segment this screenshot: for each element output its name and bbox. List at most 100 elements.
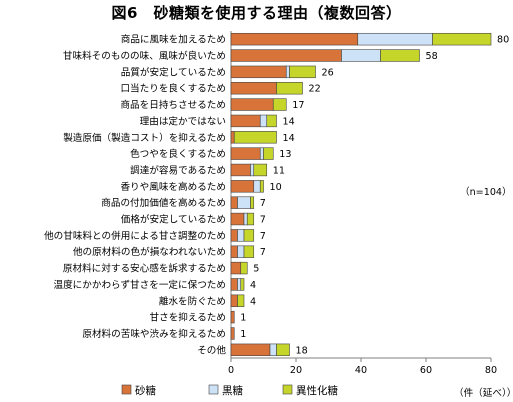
bar-total-label: 58 xyxy=(426,51,438,62)
bar-segment-2 xyxy=(237,278,242,291)
bar-segment-1 xyxy=(230,229,238,242)
bar-segment-1 xyxy=(230,82,277,95)
bar-segment-2 xyxy=(285,65,290,79)
bar-segment-3 xyxy=(259,180,264,193)
bar-segment-1 xyxy=(230,294,238,307)
category-label: 色つやを良くするため xyxy=(130,148,226,160)
bar-segment-3 xyxy=(253,163,268,177)
bar-segment-1 xyxy=(230,131,235,144)
bar-segment-3 xyxy=(289,65,316,79)
bar-segment-1 xyxy=(230,32,359,46)
category-label: 温度にかかわらず甘さを一定に保つため xyxy=(54,279,227,291)
category-label: 甘さを抑えるため xyxy=(150,312,226,324)
bar-segment-1 xyxy=(230,114,261,128)
legend-label: 異性化糖 xyxy=(296,384,338,397)
category-label: 価格が安定しているため xyxy=(121,214,226,226)
category-label: 原材料の苦味や渋みを抑えるため xyxy=(82,328,226,340)
category-label: 品質が安定しているため xyxy=(121,66,226,78)
bar-segment-1 xyxy=(230,65,287,79)
bar-segment-3 xyxy=(276,82,303,95)
bar-segment-1 xyxy=(230,343,271,357)
bar-segment-3 xyxy=(243,229,255,242)
bar-segment-1 xyxy=(230,327,235,340)
bar-segment-1 xyxy=(230,278,238,291)
x-tick-label: 40 xyxy=(355,365,367,376)
bar-segment-1 xyxy=(230,49,342,62)
legend-swatch-1 xyxy=(121,384,132,395)
legend-label: 黒糖 xyxy=(222,384,243,397)
bar-total-label: 13 xyxy=(279,149,291,160)
bar-total-label: 5 xyxy=(253,264,259,275)
bar-segment-3 xyxy=(237,294,245,307)
category-label: 他の原材料の色が損なわれないため xyxy=(73,246,226,258)
bar-total-label: 7 xyxy=(260,231,266,242)
bar-segment-2 xyxy=(259,114,268,128)
bar-segment-2 xyxy=(237,245,245,258)
bar-segment-2 xyxy=(243,212,248,226)
bar-total-label: 1 xyxy=(240,313,246,324)
category-label: 商品の付加価値を高めるため xyxy=(101,197,226,209)
bar-segment-1 xyxy=(230,261,242,275)
bar-total-label: 17 xyxy=(292,100,304,111)
bar-segment-3 xyxy=(246,212,255,226)
bar-segment-3 xyxy=(272,98,287,111)
bar-segment-2 xyxy=(250,163,255,177)
bar-segment-2 xyxy=(237,196,251,209)
bar-segment-3 xyxy=(243,245,255,258)
category-label: 調達が容易であるため xyxy=(130,164,226,176)
bar-total-label: 1 xyxy=(240,329,246,340)
bar-segment-2 xyxy=(341,49,381,62)
category-label: 製造原価（製造コスト）を抑えるため xyxy=(63,132,226,144)
category-label: 商品を日持ちさせるため xyxy=(120,99,226,111)
bar-segment-3 xyxy=(250,196,255,209)
category-label: 口当たりを良くするため xyxy=(120,83,226,95)
category-label: 他の甘味料との併用による甘さ調整のため xyxy=(44,230,226,242)
bar-segment-3 xyxy=(276,343,290,357)
bar-total-label: 7 xyxy=(260,247,266,258)
bar-segment-1 xyxy=(230,147,261,160)
bar-segment-2 xyxy=(259,147,264,160)
bar-total-label: 18 xyxy=(296,345,308,356)
bar-segment-3 xyxy=(266,114,277,128)
bar-total-label: 4 xyxy=(250,280,256,291)
category-label: 原材料に対する安心感を訴求するため xyxy=(63,263,226,275)
bar-segment-2 xyxy=(237,229,245,242)
bar-segment-3 xyxy=(233,131,277,144)
bar-total-label: 80 xyxy=(497,35,509,46)
bar-total-label: 22 xyxy=(309,84,321,95)
bar-segment-1 xyxy=(230,310,235,324)
bar-total-label: 14 xyxy=(283,133,295,144)
x-tick-label: 60 xyxy=(420,365,432,376)
category-label: 理由は定かではない xyxy=(140,115,226,127)
bar-segment-3 xyxy=(432,32,492,46)
category-label: 商品に風味を加えるため xyxy=(121,34,226,46)
x-tick-label: 20 xyxy=(290,365,302,376)
x-axis-label: （件（延べ）） xyxy=(454,387,513,399)
category-label: その他 xyxy=(197,344,226,356)
bar-segment-2 xyxy=(357,32,433,46)
bar-total-label: 26 xyxy=(322,67,334,78)
x-tick-label: 80 xyxy=(485,365,497,376)
sample-size-note: （n=104） xyxy=(460,186,512,198)
category-label: 離水を防ぐため xyxy=(159,295,226,307)
bar-segment-3 xyxy=(240,261,248,275)
bar-segment-3 xyxy=(380,49,420,62)
bar-segment-1 xyxy=(230,212,245,226)
bar-segment-3 xyxy=(263,147,274,160)
bar-segment-1 xyxy=(230,98,274,111)
category-label: 甘味料そのものの味、風味が良いため xyxy=(63,50,226,62)
legend-label: 砂糖 xyxy=(135,384,156,397)
bar-segment-2 xyxy=(253,180,261,193)
x-tick-label: 0 xyxy=(228,365,234,376)
bar-segment-1 xyxy=(230,196,238,209)
bar-segment-1 xyxy=(230,245,238,258)
bar-total-label: 10 xyxy=(270,182,282,193)
legend-swatch-2 xyxy=(208,384,219,395)
chart-title: 図6 砂糖類を使用する理由（複数回答） xyxy=(111,4,402,22)
legend-swatch-3 xyxy=(282,384,293,395)
bar-total-label: 7 xyxy=(260,215,266,226)
bar-segment-1 xyxy=(230,163,251,177)
bar-total-label: 7 xyxy=(260,198,266,209)
bar-total-label: 14 xyxy=(283,116,295,127)
